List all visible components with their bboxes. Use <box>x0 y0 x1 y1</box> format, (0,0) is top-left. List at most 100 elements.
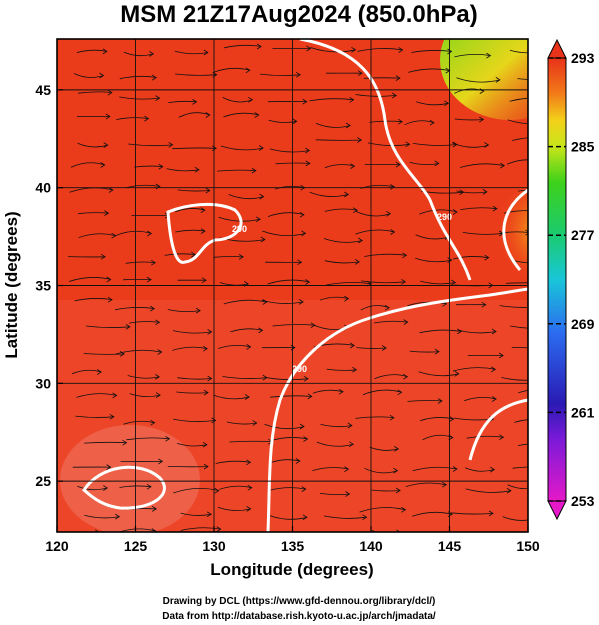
streamline-arrow <box>109 413 115 420</box>
streamline-arrow <box>207 375 213 382</box>
streamline-arrow <box>498 352 504 359</box>
streamline <box>464 396 497 402</box>
streamline-arrow <box>544 442 548 447</box>
streamline <box>272 324 315 327</box>
streamline <box>364 467 398 474</box>
streamline <box>268 119 297 123</box>
colorbar-tick-label: 253 <box>571 493 595 509</box>
colorbar-upper-arrow <box>547 38 567 59</box>
contour-label-south: 290 <box>292 364 307 374</box>
streamline <box>405 482 447 487</box>
streamline <box>419 329 462 334</box>
streamline <box>223 112 259 118</box>
streamline-arrow <box>299 423 305 430</box>
streamline <box>457 329 497 334</box>
streamline <box>460 207 498 210</box>
streamline <box>514 260 528 264</box>
streamline <box>78 212 109 215</box>
streamline <box>315 139 362 141</box>
streamline <box>454 53 491 58</box>
x-tick-label: 125 <box>124 538 148 554</box>
streamline-arrow <box>107 89 113 96</box>
streamline-arrow <box>100 253 106 260</box>
streamline-arrow <box>506 487 512 494</box>
streamline <box>324 164 355 169</box>
streamline <box>222 97 253 103</box>
streamline <box>418 371 459 377</box>
streamline <box>422 434 453 441</box>
streamline-arrow <box>268 533 272 538</box>
streamline <box>78 233 116 238</box>
streamline <box>173 487 219 494</box>
streamline-arrow <box>295 458 301 464</box>
streamline-arrow <box>357 70 363 77</box>
streamline <box>509 49 528 54</box>
streamline <box>371 489 401 492</box>
streamline <box>115 349 162 355</box>
x-tick-label: 120 <box>45 538 69 554</box>
streamline-arrow <box>104 210 110 216</box>
streamline-arrow <box>238 254 244 260</box>
streamline-arrow <box>192 99 198 105</box>
streamline-arrow <box>449 416 455 422</box>
streamline-arrow <box>495 77 501 83</box>
streamline <box>415 257 452 263</box>
streamline-arrow <box>338 388 344 395</box>
streamline-arrow <box>457 328 463 335</box>
streamline-arrow <box>107 296 113 303</box>
streamline-arrow <box>155 392 161 398</box>
streamline-arrow <box>301 230 307 237</box>
streamline <box>259 73 301 76</box>
streamline-arrow <box>125 323 131 330</box>
streamline-arrow <box>103 485 109 491</box>
streamline-arrow <box>298 299 304 305</box>
streamline <box>74 298 113 302</box>
streamline <box>407 400 442 402</box>
streamline <box>412 466 458 472</box>
streamline <box>454 88 485 94</box>
streamline-arrow <box>303 375 309 382</box>
streamline-arrow <box>150 305 156 312</box>
streamline-arrow <box>258 327 264 334</box>
streamline-arrow <box>398 47 404 53</box>
streamline-arrow <box>147 230 153 237</box>
streamline <box>126 437 170 441</box>
streamline-arrow <box>305 147 311 154</box>
streamline-arrow <box>437 398 443 404</box>
streamline <box>271 459 300 463</box>
streamline-arrow <box>344 466 350 472</box>
colorbar-gradient <box>547 57 567 502</box>
streamline-arrow <box>149 51 155 57</box>
x-tick-label: 130 <box>202 538 226 554</box>
streamline <box>456 77 500 83</box>
streamline-arrow <box>255 216 261 223</box>
streamline-arrow <box>244 394 250 400</box>
streamline-arrow <box>299 211 305 218</box>
streamline-arrow <box>354 259 360 265</box>
streamline <box>218 216 261 222</box>
colorbar: 293 285 277 269 261 253 <box>547 38 595 521</box>
streamline-arrow <box>100 162 106 168</box>
contour-290-east <box>502 188 528 271</box>
streamline <box>167 309 201 313</box>
streamline <box>506 159 528 165</box>
streamline <box>419 209 458 215</box>
streamline-arrow <box>348 441 354 448</box>
streamline <box>164 253 196 256</box>
streamline <box>218 344 251 349</box>
streamline <box>180 527 221 531</box>
streamline <box>222 376 267 379</box>
streamline-arrow <box>155 95 161 101</box>
wind-streamlines <box>68 43 548 538</box>
streamline-arrow <box>96 369 102 375</box>
streamline <box>84 514 120 519</box>
streamline-arrow <box>352 366 358 373</box>
colorbar-tick-label: 293 <box>571 50 595 66</box>
contour-290-southeast <box>468 398 528 461</box>
streamline <box>125 184 160 189</box>
streamline <box>270 395 312 398</box>
streamline <box>175 73 217 76</box>
streamline <box>454 118 484 121</box>
streamline <box>412 511 453 517</box>
streamline-arrow <box>362 514 368 521</box>
